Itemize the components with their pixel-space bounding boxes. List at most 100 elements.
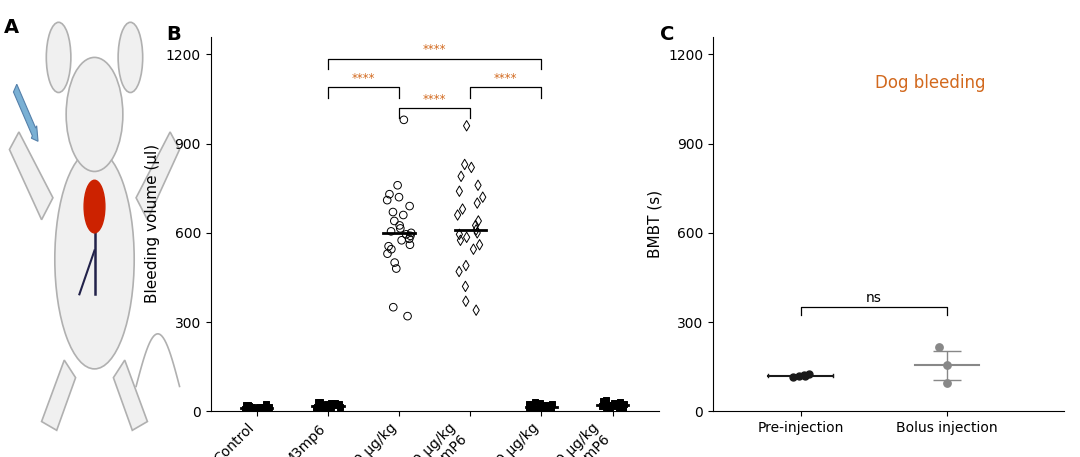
Polygon shape (113, 360, 147, 430)
Text: ****: **** (423, 43, 446, 57)
Point (314, 404, 332, 412)
Point (469, 199, 486, 207)
Point (469, 229, 486, 237)
Point (240, 402, 257, 409)
Point (791, 372, 808, 379)
Point (240, 404, 257, 412)
Point (523, 404, 540, 411)
Point (470, 217, 487, 224)
Point (598, 402, 616, 409)
Point (251, 403, 268, 410)
Point (391, 222, 408, 229)
Point (450, 268, 468, 275)
Point (532, 404, 550, 411)
Point (613, 403, 631, 410)
Y-axis label: BMBT (s): BMBT (s) (647, 190, 662, 258)
Point (322, 403, 339, 410)
Point (243, 404, 260, 411)
Point (599, 401, 617, 409)
Point (380, 243, 397, 250)
Point (613, 404, 631, 411)
Point (322, 401, 339, 409)
Point (535, 402, 552, 409)
Point (254, 404, 271, 411)
Point (542, 404, 559, 412)
Point (468, 307, 485, 314)
Point (384, 208, 402, 216)
Point (784, 373, 801, 381)
Point (248, 405, 266, 413)
Point (611, 398, 629, 405)
Point (537, 405, 554, 413)
Point (260, 404, 278, 412)
Point (464, 245, 482, 253)
Point (254, 404, 271, 411)
Point (235, 405, 253, 413)
Point (394, 211, 411, 218)
Point (327, 402, 345, 409)
Point (322, 399, 339, 407)
Point (310, 402, 327, 409)
Point (403, 229, 420, 237)
Point (401, 235, 418, 243)
Point (316, 401, 334, 409)
Point (308, 404, 325, 411)
Point (386, 217, 403, 224)
Point (538, 403, 555, 410)
Point (796, 372, 813, 379)
Point (379, 197, 396, 204)
Point (393, 237, 410, 244)
Point (392, 225, 409, 232)
Point (597, 396, 615, 404)
Point (260, 403, 278, 410)
Point (450, 231, 468, 238)
Point (309, 399, 326, 406)
Point (402, 241, 419, 249)
Point (526, 399, 543, 406)
Point (319, 400, 336, 408)
Point (454, 205, 471, 213)
Point (314, 402, 332, 409)
Point (939, 361, 956, 369)
Point (532, 404, 550, 411)
Point (615, 404, 632, 411)
Point (615, 400, 632, 408)
Point (326, 399, 343, 407)
Point (312, 398, 329, 405)
Point (595, 401, 612, 409)
Point (458, 234, 475, 241)
Point (257, 404, 274, 411)
Point (314, 404, 332, 412)
Point (797, 372, 814, 380)
Ellipse shape (118, 22, 143, 92)
Polygon shape (10, 132, 53, 220)
Point (521, 403, 538, 410)
Point (528, 405, 545, 412)
Point (531, 399, 549, 407)
Point (462, 164, 480, 171)
Point (457, 262, 474, 269)
Text: ****: **** (494, 72, 517, 85)
Point (610, 404, 627, 411)
Point (467, 222, 484, 229)
Point (311, 402, 328, 409)
Point (397, 231, 415, 238)
Text: B: B (166, 25, 180, 44)
Point (594, 397, 611, 404)
Point (258, 400, 275, 408)
Point (607, 402, 624, 409)
Point (593, 402, 610, 409)
Point (386, 259, 403, 266)
Point (457, 283, 474, 290)
Point (611, 399, 629, 407)
Point (251, 404, 268, 412)
Point (534, 402, 551, 409)
Point (240, 402, 257, 409)
Point (379, 250, 396, 257)
Ellipse shape (55, 149, 134, 369)
Point (399, 313, 416, 320)
Point (402, 232, 419, 239)
Text: Dog bleeding: Dog bleeding (875, 74, 986, 92)
Text: ns: ns (866, 291, 881, 305)
Point (534, 404, 551, 412)
